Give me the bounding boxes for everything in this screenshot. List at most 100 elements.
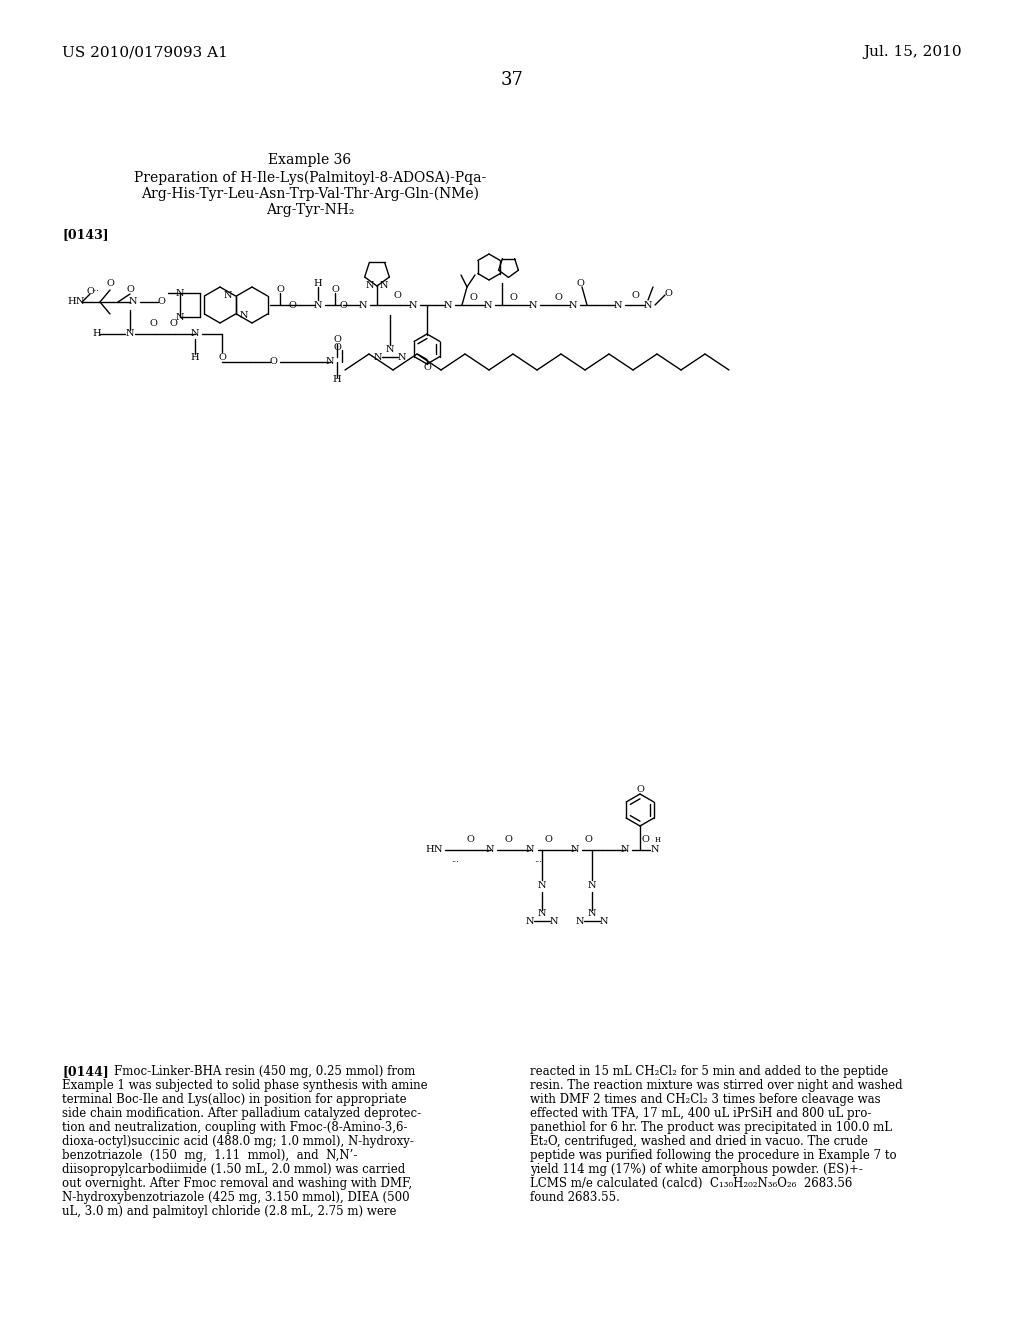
Text: N: N	[644, 301, 652, 309]
Text: O: O	[126, 285, 134, 294]
Text: N: N	[650, 846, 659, 854]
Text: O: O	[504, 836, 512, 845]
Text: O: O	[86, 286, 94, 296]
Text: Fmoc-Linker-BHA resin (450 mg, 0.25 mmol) from: Fmoc-Linker-BHA resin (450 mg, 0.25 mmol…	[114, 1065, 416, 1078]
Text: panethiol for 6 hr. The product was precipitated in 100.0 mL: panethiol for 6 hr. The product was prec…	[530, 1121, 892, 1134]
Text: N: N	[313, 301, 323, 309]
Text: N: N	[126, 330, 134, 338]
Text: O: O	[469, 293, 477, 301]
Text: H: H	[655, 836, 662, 843]
Text: N: N	[434, 846, 442, 854]
Text: out overnight. After Fmoc removal and washing with DMF,: out overnight. After Fmoc removal and wa…	[62, 1177, 412, 1191]
Text: H: H	[68, 297, 77, 306]
Text: N: N	[380, 281, 388, 289]
Text: O: O	[157, 297, 165, 306]
Text: N: N	[224, 290, 232, 300]
Text: N: N	[129, 297, 137, 306]
Text: O: O	[218, 352, 226, 362]
Text: N: N	[176, 313, 184, 322]
Text: Arg-Tyr-NH₂: Arg-Tyr-NH₂	[266, 203, 354, 216]
Text: Jul. 15, 2010: Jul. 15, 2010	[863, 45, 962, 59]
Text: O: O	[636, 785, 644, 795]
Text: O: O	[106, 280, 114, 289]
Text: N: N	[588, 909, 596, 919]
Text: Et₂O, centrifuged, washed and dried in vacuo. The crude: Et₂O, centrifuged, washed and dried in v…	[530, 1135, 868, 1148]
Text: ···: ···	[451, 858, 459, 866]
Text: uL, 3.0 m) and palmitoyl chloride (2.8 mL, 2.75 m) were: uL, 3.0 m) and palmitoyl chloride (2.8 m…	[62, 1205, 396, 1218]
Text: Example 36: Example 36	[268, 153, 351, 168]
Text: with DMF 2 times and CH₂Cl₂ 3 times before cleavage was: with DMF 2 times and CH₂Cl₂ 3 times befo…	[530, 1093, 881, 1106]
Text: N: N	[621, 846, 630, 854]
Text: N: N	[538, 880, 546, 890]
Text: O: O	[269, 358, 276, 367]
Text: O: O	[544, 836, 552, 845]
Text: N: N	[485, 846, 495, 854]
Text: US 2010/0179093 A1: US 2010/0179093 A1	[62, 45, 228, 59]
Text: H: H	[190, 354, 200, 363]
Text: O: O	[641, 836, 649, 845]
Text: O: O	[584, 836, 592, 845]
Text: [0144]: [0144]	[62, 1065, 109, 1078]
Text: terminal Boc-Ile and Lys(alloc) in position for appropriate: terminal Boc-Ile and Lys(alloc) in posit…	[62, 1093, 407, 1106]
Text: H: H	[93, 330, 101, 338]
Text: O: O	[288, 301, 296, 309]
Text: diisopropylcarbodiimide (1.50 mL, 2.0 mmol) was carried: diisopropylcarbodiimide (1.50 mL, 2.0 mm…	[62, 1163, 406, 1176]
Text: N: N	[575, 916, 585, 925]
Text: N: N	[613, 301, 623, 309]
Text: O: O	[339, 301, 347, 309]
Text: N: N	[397, 352, 407, 362]
Text: [0143]: [0143]	[62, 228, 109, 242]
Text: Arg-His-Tyr-Leu-Asn-Trp-Val-Thr-Arg-Gln-(NMe): Arg-His-Tyr-Leu-Asn-Trp-Val-Thr-Arg-Gln-…	[141, 187, 479, 201]
Text: N: N	[409, 301, 417, 309]
Text: N: N	[525, 846, 535, 854]
Text: H: H	[426, 846, 434, 854]
Text: N: N	[525, 916, 535, 925]
Text: N: N	[358, 301, 368, 309]
Text: O: O	[554, 293, 562, 301]
Text: O: O	[276, 285, 284, 293]
Text: H: H	[333, 375, 341, 384]
Text: O: O	[466, 836, 474, 845]
Text: N: N	[568, 301, 578, 309]
Text: O: O	[631, 290, 639, 300]
Text: O: O	[393, 290, 401, 300]
Text: O: O	[664, 289, 672, 297]
Text: ···: ···	[91, 286, 99, 294]
Text: Example 1 was subjected to solid phase synthesis with amine: Example 1 was subjected to solid phase s…	[62, 1078, 428, 1092]
Text: O: O	[333, 342, 341, 351]
Text: O: O	[169, 319, 177, 329]
Text: O: O	[150, 319, 157, 329]
Text: resin. The reaction mixture was stirred over night and washed: resin. The reaction mixture was stirred …	[530, 1078, 902, 1092]
Text: N: N	[386, 346, 394, 355]
Text: N: N	[240, 310, 248, 319]
Text: O: O	[333, 335, 341, 345]
Text: side chain modification. After palladium catalyzed deprotec-: side chain modification. After palladium…	[62, 1107, 421, 1119]
Text: N: N	[588, 880, 596, 890]
Text: N: N	[326, 358, 334, 367]
Text: N: N	[374, 352, 382, 362]
Text: O: O	[509, 293, 517, 301]
Text: O: O	[577, 279, 584, 288]
Text: N: N	[76, 297, 84, 306]
Text: N: N	[538, 909, 546, 919]
Text: O: O	[423, 363, 431, 371]
Text: ···: ···	[535, 858, 542, 866]
Text: N: N	[366, 281, 374, 289]
Text: peptide was purified following the procedure in Example 7 to: peptide was purified following the proce…	[530, 1148, 897, 1162]
Text: dioxa-octyl)succinic acid (488.0 mg; 1.0 mmol), N-hydroxy-: dioxa-octyl)succinic acid (488.0 mg; 1.0…	[62, 1135, 414, 1148]
Text: N: N	[600, 916, 608, 925]
Text: reacted in 15 mL CH₂Cl₂ for 5 min and added to the peptide: reacted in 15 mL CH₂Cl₂ for 5 min and ad…	[530, 1065, 888, 1078]
Text: O: O	[331, 285, 339, 293]
Text: H: H	[313, 279, 323, 288]
Text: tion and neutralization, coupling with Fmoc-(8-Amino-3,6-: tion and neutralization, coupling with F…	[62, 1121, 408, 1134]
Text: N: N	[528, 301, 538, 309]
Text: found 2683.55.: found 2683.55.	[530, 1191, 620, 1204]
Text: N: N	[570, 846, 580, 854]
Text: N: N	[443, 301, 453, 309]
Text: 37: 37	[501, 71, 523, 88]
Text: N-hydroxybenzotriazole (425 mg, 3.150 mmol), DIEA (500: N-hydroxybenzotriazole (425 mg, 3.150 mm…	[62, 1191, 410, 1204]
Text: LCMS m/e calculated (calcd)  C₁₃₀H₂₀₂N₃₆O₂₆  2683.56: LCMS m/e calculated (calcd) C₁₃₀H₂₀₂N₃₆O…	[530, 1177, 852, 1191]
Text: yield 114 mg (17%) of white amorphous powder. (ES)+-: yield 114 mg (17%) of white amorphous po…	[530, 1163, 863, 1176]
Text: Preparation of H-Ile-Lys(Palmitoyl-8-ADOSA)-Pqa-: Preparation of H-Ile-Lys(Palmitoyl-8-ADO…	[134, 170, 486, 185]
Text: N: N	[176, 289, 184, 297]
